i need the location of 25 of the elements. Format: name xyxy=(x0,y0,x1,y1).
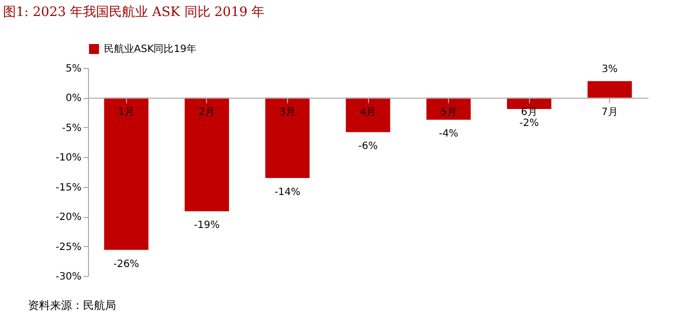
x-tick-label: 2月 xyxy=(198,107,216,118)
data-label: -4% xyxy=(438,128,458,140)
data-label: 3% xyxy=(602,64,618,76)
y-tick-label: -20% xyxy=(56,212,82,224)
x-tick-label: 4月 xyxy=(360,107,376,118)
x-tick-label: 5月 xyxy=(440,107,457,118)
legend-label: 民航业ASK同比19年 xyxy=(104,43,196,55)
x-tick-label: 7月 xyxy=(602,107,618,118)
x-tick-label: 6月 xyxy=(520,107,538,118)
chart-title: 图1: 2023 年我国民航业 ASK 同比 2019 年 xyxy=(3,5,265,20)
data-label: -14% xyxy=(274,186,300,198)
data-label: -2% xyxy=(519,118,539,130)
data-label: -6% xyxy=(358,141,378,152)
data-label: -26% xyxy=(113,258,140,270)
y-tick-label: 0% xyxy=(66,93,82,104)
x-tick-label: 3月 xyxy=(279,107,296,118)
y-tick-label: -30% xyxy=(56,272,82,282)
y-tick-label: -5% xyxy=(62,122,82,134)
y-tick-label: 5% xyxy=(66,64,82,74)
y-tick-label: -10% xyxy=(56,152,82,164)
text: 资料来源：民航局 xyxy=(28,299,116,312)
x-tick-label: 1月 xyxy=(118,107,134,118)
y-tick-label: -25% xyxy=(56,242,82,253)
y-tick-label: -15% xyxy=(56,182,82,194)
data-label: -19% xyxy=(194,220,220,232)
